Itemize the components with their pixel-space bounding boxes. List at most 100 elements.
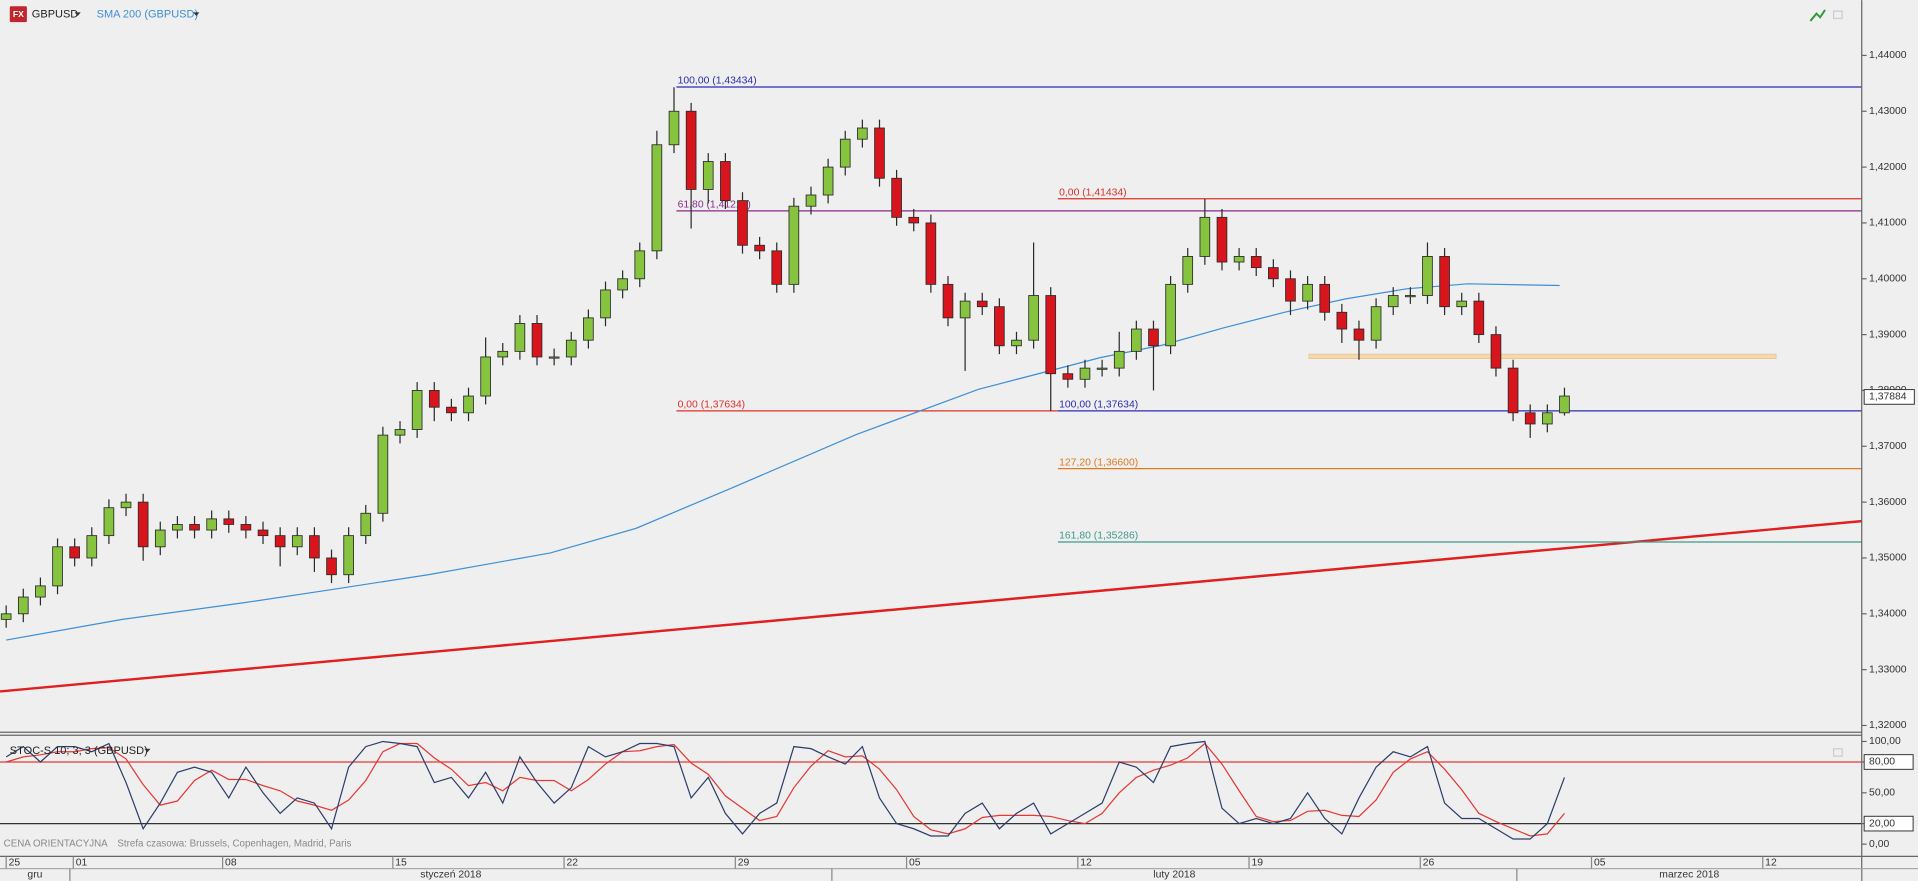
y-tick-label: 1,32000	[1869, 720, 1907, 731]
stochastic-panel	[0, 740, 1862, 840]
candle-body	[891, 177, 902, 218]
candle-body	[154, 529, 166, 548]
candle-body	[1353, 328, 1365, 341]
candle-body	[309, 535, 320, 559]
stochastic-title[interactable]: STOC-S 10; 3; 3 (GBPUSD)	[10, 745, 148, 757]
candle-body	[1096, 367, 1108, 370]
candle-body	[1268, 267, 1279, 280]
candle-body	[1490, 334, 1502, 369]
candle-body	[69, 546, 80, 559]
y-tick-label: 1,43000	[1869, 106, 1907, 117]
candle-body	[274, 535, 286, 548]
fib-label: 100,00 (1,43434)	[678, 76, 757, 87]
candle-body	[497, 350, 509, 358]
candle-body	[754, 244, 765, 252]
x-tick-label: 05	[909, 857, 921, 868]
candle-body	[976, 300, 988, 308]
x-tick-label: 01	[76, 857, 88, 868]
dropdown-arrow[interactable]	[144, 748, 151, 753]
candle-body	[394, 429, 406, 436]
candle-body	[1148, 328, 1159, 347]
candle-body	[446, 406, 457, 414]
candle-body	[1302, 283, 1313, 302]
y-tick-label: 1,34000	[1869, 609, 1907, 620]
last-price-box	[1863, 389, 1915, 405]
candle-body	[1507, 367, 1519, 414]
candle-body	[1165, 283, 1176, 347]
candle-body	[1559, 395, 1570, 414]
candle-body	[463, 395, 474, 414]
y-tick-label: 1,37000	[1869, 441, 1907, 452]
price-panel: 100,00 (1,43434) 61,80 (1,41216) 0,00 (1,4…	[0, 76, 1862, 693]
candle-body	[1439, 256, 1450, 308]
candle-body	[428, 390, 440, 408]
y-tick-label: 1,33000	[1869, 664, 1907, 675]
candle-body	[737, 200, 748, 246]
y-tick-label: 1,42000	[1869, 162, 1907, 173]
fib-label: 100,00 (1,37634)	[1059, 400, 1138, 411]
candle-body	[360, 512, 372, 537]
sma-legend[interactable]: SMA 200 (GBPUSD)	[97, 9, 198, 21]
candle-body	[377, 434, 389, 514]
month-label: luty 2018	[1153, 869, 1195, 880]
candle-body	[668, 110, 680, 146]
candle-body	[326, 557, 337, 576]
month-label: styczeń 2018	[420, 869, 481, 880]
fib-label: 127,20 (1,36600)	[1059, 457, 1138, 468]
candle-body	[137, 501, 149, 548]
candle-body	[548, 356, 560, 359]
candle-body	[531, 323, 543, 358]
x-tick-label: 22	[567, 857, 579, 868]
stoch-line	[5, 740, 1566, 840]
candle-body	[1028, 295, 1039, 341]
y-tick-label: 1,35000	[1869, 553, 1907, 564]
candle-body	[1319, 283, 1331, 313]
footer-note: CENA ORIENTACYJNA	[4, 839, 108, 850]
candle-body	[1336, 311, 1348, 330]
symbol[interactable]: GBPUSD	[32, 9, 79, 21]
candle-body	[839, 138, 851, 168]
candle-body	[35, 585, 46, 598]
candle-body	[189, 524, 200, 531]
y-tick-label: 1,39000	[1869, 329, 1907, 340]
candle-body	[1113, 350, 1125, 369]
dropdown-arrow[interactable]	[193, 12, 200, 17]
dropdown-arrow[interactable]	[74, 12, 81, 17]
candle-body	[925, 222, 937, 285]
window-icon[interactable]	[1832, 10, 1843, 20]
candle-body	[291, 535, 303, 548]
header: FX GBPUSD SMA 200 (GBPUSD) STOC-S 10; 3;…	[4, 6, 1843, 850]
candle-body	[514, 323, 526, 352]
candle-body	[857, 127, 868, 140]
candle-body	[805, 194, 817, 207]
candle-body	[1233, 256, 1245, 263]
y-tick-label: 1,36000	[1869, 497, 1907, 508]
fib-label: 0,00 (1,41434)	[1059, 187, 1127, 198]
candle-body	[1542, 412, 1553, 425]
x-tick-label: 25	[9, 857, 21, 868]
fib-label: 0,00 (1,37634)	[678, 400, 746, 411]
candle-body	[1250, 256, 1262, 269]
candle-body	[223, 518, 235, 525]
candle-body	[1011, 339, 1022, 347]
candle-body	[617, 278, 628, 291]
candle-body	[120, 501, 132, 509]
y-tick-label: 20,00	[1869, 818, 1895, 829]
fib-label: 161,80 (1,35286)	[1059, 531, 1138, 542]
candle-body	[1405, 295, 1416, 298]
trend-icon[interactable]	[1809, 9, 1826, 22]
logo: FX	[13, 9, 24, 19]
candle-body	[52, 546, 63, 587]
y-tick-box	[1863, 815, 1914, 832]
candle-body	[634, 250, 646, 280]
candle-body	[651, 144, 663, 252]
candle-body	[771, 250, 783, 285]
candle-body	[600, 289, 611, 319]
candle-body	[959, 300, 971, 319]
candle-body	[411, 390, 423, 430]
window-icon[interactable]	[1832, 748, 1843, 757]
y-tick-label: 80,00	[1869, 757, 1895, 768]
month-label: marzec 2018	[1659, 869, 1719, 880]
candle-body	[1524, 412, 1536, 425]
